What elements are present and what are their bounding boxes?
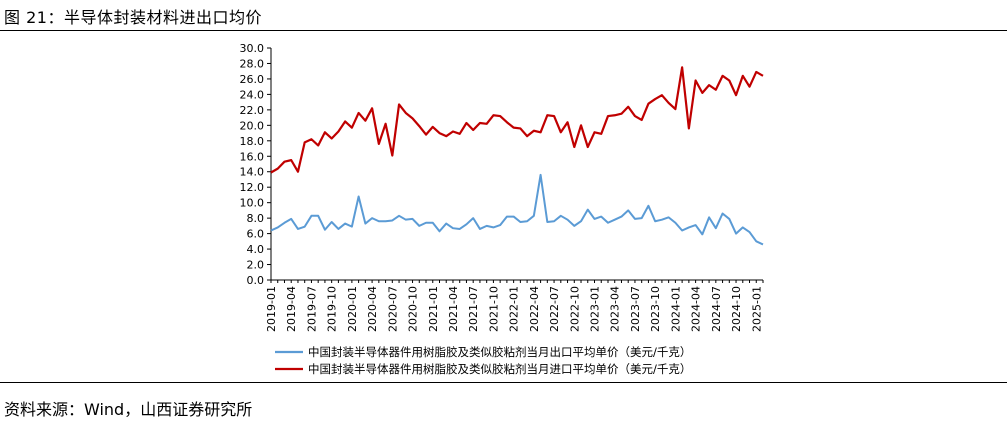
x-tick-label: 2024-01	[669, 286, 682, 332]
y-tick-label: 6.0	[247, 228, 265, 241]
x-tick-label: 2025-01	[750, 286, 763, 332]
x-tick-label: 2020-10	[407, 286, 420, 332]
x-tick-label: 2022-04	[528, 286, 541, 332]
x-tick-label: 2023-01	[589, 286, 602, 332]
y-tick-label: 28.0	[240, 57, 265, 70]
chart-legend: 中国封装半导体器件用树脂胶及类似胶粘剂当月出口平均单价（美元/千克） 中国封装半导…	[275, 345, 691, 376]
x-tick-label: 2023-04	[609, 286, 622, 332]
x-tick-label: 2021-10	[487, 286, 500, 332]
x-tick-label: 2021-07	[467, 286, 480, 332]
x-tick-label: 2020-07	[386, 286, 399, 332]
x-tick-label: 2023-07	[629, 286, 642, 332]
y-tick-label: 20.0	[240, 119, 265, 132]
y-tick-label: 0.0	[247, 274, 265, 287]
series-line-import	[270, 66, 764, 174]
x-tick-label: 2024-07	[710, 286, 723, 332]
x-tick-label: 2019-10	[326, 286, 339, 332]
y-tick-label: 30.0	[240, 42, 265, 55]
x-tick-label: 2020-01	[346, 286, 359, 332]
y-tick-label: 10.0	[240, 197, 265, 210]
x-tick-label: 2024-04	[690, 286, 703, 332]
y-tick-label: 22.0	[240, 104, 265, 117]
x-tick-label: 2019-01	[265, 286, 278, 332]
y-tick-label: 24.0	[240, 88, 265, 101]
x-tick-label: 2019-07	[305, 286, 318, 332]
x-tick-label: 2022-01	[508, 286, 521, 332]
x-tick-label: 2023-10	[649, 286, 662, 332]
source-note: 资料来源：Wind，山西证券研究所	[4, 400, 253, 419]
y-tick-label: 8.0	[247, 212, 265, 225]
legend-label-import: 中国封装半导体器件用树脂胶及类似胶粘剂当月进口平均单价（美元/千克）	[308, 362, 691, 376]
y-tick-label: 12.0	[240, 181, 265, 194]
x-tick-label: 2022-07	[548, 286, 561, 332]
y-tick-label: 4.0	[247, 243, 265, 256]
chart: 0.0 2.0 4.0 6.0 8.0 10.0 12.0 14.0 16.0 18.0 20.0 2…	[240, 42, 764, 376]
x-tick-label: 2021-04	[447, 286, 460, 332]
figure-title: 图 21：半导体封装材料进出口均价	[4, 8, 262, 27]
bottom-rule	[0, 382, 1007, 383]
x-tick-label: 2019-04	[285, 286, 298, 332]
chart-series	[270, 66, 764, 246]
x-tick-label: 2020-04	[366, 286, 379, 332]
legend-label-export: 中国封装半导体器件用树脂胶及类似胶粘剂当月出口平均单价（美元/千克）	[308, 345, 691, 359]
x-tick-label: 2021-01	[427, 286, 440, 332]
y-tick-label: 14.0	[240, 166, 265, 179]
x-tick-label: 2022-10	[568, 286, 581, 332]
y-tick-label: 18.0	[240, 135, 265, 148]
y-tick-label: 26.0	[240, 73, 265, 86]
y-tick-label: 2.0	[247, 259, 265, 272]
top-rule	[0, 30, 1007, 31]
y-tick-label: 16.0	[240, 150, 265, 163]
series-line-export	[270, 173, 764, 246]
chart-axes: 0.0 2.0 4.0 6.0 8.0 10.0 12.0 14.0 16.0 18.0 20.0 2…	[240, 42, 764, 332]
x-tick-label: 2024-10	[730, 286, 743, 332]
